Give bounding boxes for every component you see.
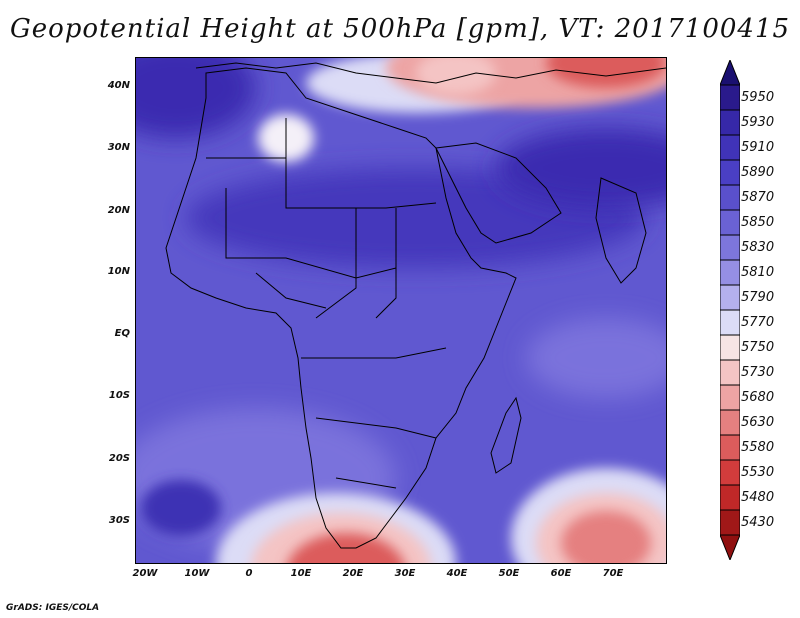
colorbar-swatch [720,209,740,236]
colorbar-level-label: 5790 [741,289,775,305]
colorbar-top-arrow [720,60,740,86]
colorbar-level-label: 5680 [741,389,775,405]
lat-label-20n: 20N [107,205,130,216]
colorbar-level-label: 5910 [741,139,775,155]
colorbar-swatch [720,409,740,436]
grads-credit: GrADS: IGES/COLA [6,603,100,613]
colorbar-level-label: 5530 [741,464,775,480]
lon-label-10w: 10W [184,568,210,579]
colorbar-swatch [720,309,740,336]
colorbar-level-label: 5890 [741,164,775,180]
colorbar-level-label: 5950 [741,89,775,105]
colorbar-level-label: 5770 [741,314,775,330]
colorbar-level-label: 5750 [741,339,775,355]
lon-label-10e: 10E [290,568,312,579]
colorbar-level-label: 5810 [741,264,775,280]
colorbar-bottom-arrow [720,534,740,560]
lat-label-30n: 30N [107,142,130,153]
colorbar-level-label: 5480 [741,489,775,505]
colorbar-swatch [720,434,740,461]
lat-label-eq: EQ [114,328,130,339]
colorbar-level-label: 5830 [741,239,775,255]
lat-label-20s: 20S [108,453,130,464]
colorbar-level-label: 5430 [741,514,775,530]
lon-label-70e: 70E [602,568,624,579]
lon-label-50e: 50E [498,568,520,579]
colorbar-level-label: 5730 [741,364,775,380]
colorbar-swatch [720,509,740,536]
colorbar-level-label: 5850 [741,214,775,230]
lat-label-30s: 30S [108,515,130,526]
lat-label-10n: 10N [107,266,130,277]
lon-label-30e: 30E [394,568,416,579]
colorbar-level-label: 5930 [741,114,775,130]
geopotential-field [136,58,666,563]
colorbar-swatch [720,159,740,186]
lon-label-40e: 40E [446,568,468,579]
lat-label-10s: 10S [108,390,130,401]
lon-label-20e: 20E [342,568,364,579]
colorbar-swatch [720,459,740,486]
colorbar-swatch [720,359,740,386]
colorbar-swatch [720,484,740,511]
colorbar-swatch [720,184,740,211]
map-panel [135,57,667,564]
colorbar-level-label: 5870 [741,189,775,205]
colorbar-swatch [720,284,740,311]
lon-label-20w: 20W [132,568,158,579]
colorbar-swatch [720,259,740,286]
colorbar-swatch [720,84,740,111]
colorbar [720,60,740,560]
colorbar-level-label: 5580 [741,439,775,455]
colorbar-swatch [720,334,740,361]
lon-label-0: 0 [245,568,253,579]
colorbar-swatch [720,234,740,261]
lon-label-60e: 60E [550,568,572,579]
colorbar-level-label: 5630 [741,414,775,430]
map-title: Geopotential Height at 500hPa [gpm], VT:… [9,14,791,44]
colorbar-swatch [720,384,740,411]
colorbar-swatch [720,109,740,136]
lat-label-40n: 40N [107,80,130,91]
colorbar-swatch [720,134,740,161]
